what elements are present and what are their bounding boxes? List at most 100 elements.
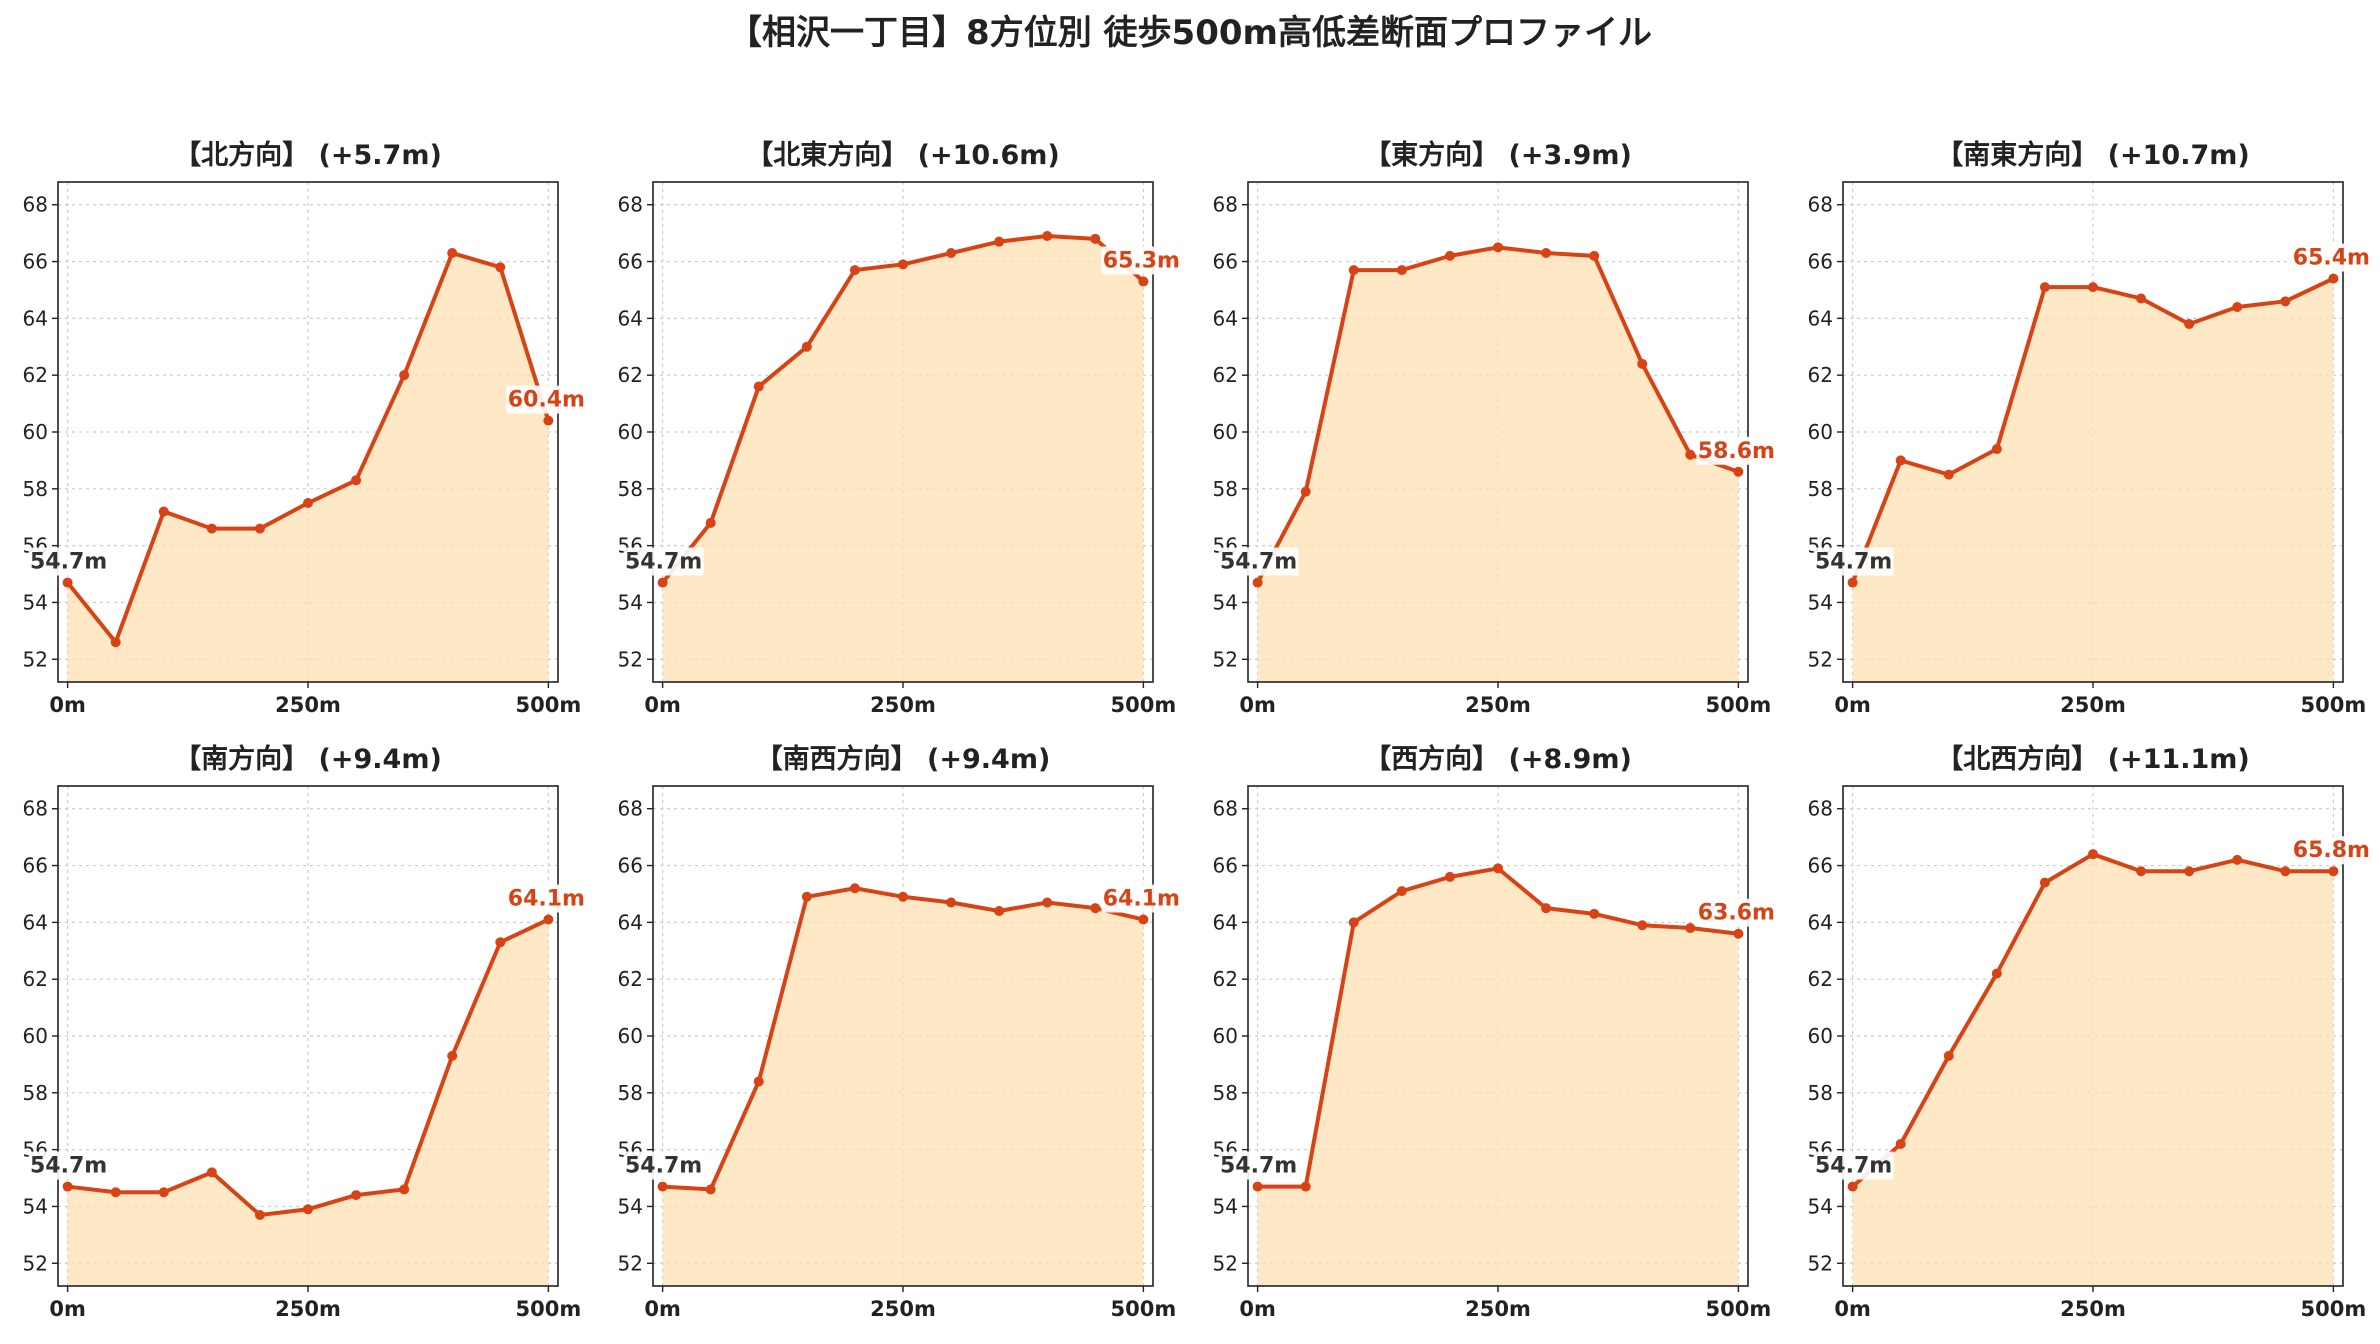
subplot-title: 【西方向】 (+8.9m) [1364,743,1632,775]
data-point [898,259,908,270]
area-fill [662,888,1144,1286]
start-elevation-label: 54.7m [1815,550,1892,575]
y-tick-label: 68 [618,193,643,217]
data-point [1733,466,1744,477]
data-point [1252,577,1263,588]
x-tick-label: 500m [1111,693,1177,717]
x-tick-label: 250m [870,693,936,717]
data-point [303,498,313,509]
data-point [1138,914,1149,925]
data-point [2184,866,2195,877]
y-tick-label: 52 [23,1251,48,1275]
y-tick-label: 54 [23,1194,48,1218]
data-point [110,1187,121,1198]
end-elevation-label: 65.4m [2293,246,2370,271]
area-fill [1257,868,1739,1286]
data-point [1042,897,1053,908]
subplot-title: 【南方向】 (+9.4m) [174,743,442,775]
data-point [495,937,506,948]
data-point [2280,296,2291,307]
data-point [1637,920,1648,931]
x-tick-label: 250m [275,693,341,717]
y-tick-label: 58 [1213,1081,1238,1105]
y-tick-label: 68 [23,797,48,821]
data-point [158,506,169,517]
x-tick-label: 0m [644,693,681,717]
y-tick-label: 58 [23,477,48,501]
data-point [206,1167,217,1178]
x-tick-label: 250m [1465,1297,1531,1321]
y-tick-label: 60 [1808,420,1833,444]
y-tick-label: 62 [23,967,48,991]
data-point [946,248,957,259]
data-point [849,265,860,276]
data-point [898,891,908,902]
end-label-bg [2291,243,2372,272]
y-tick-label: 60 [1213,420,1238,444]
y-tick-label: 68 [1808,193,1833,217]
y-tick-label: 52 [1213,647,1238,671]
y-tick-label: 64 [618,910,643,934]
y-tick-label: 60 [23,1024,48,1048]
data-point [399,1184,410,1195]
start-elevation-label: 54.7m [1220,1154,1297,1179]
data-point [2136,866,2147,877]
data-point [801,891,812,902]
end-elevation-label: 60.4m [508,388,585,413]
end-label-bg [1696,436,1777,465]
data-point [946,897,957,908]
start-label-bg [623,547,704,576]
y-tick-label: 60 [618,1024,643,1048]
end-elevation-label: 58.6m [1698,439,1775,464]
y-tick-label: 68 [1213,797,1238,821]
area-fill [1257,247,1739,682]
y-tick-label: 54 [1808,590,1833,614]
y-tick-label: 58 [23,1081,48,1105]
data-point [1493,863,1503,874]
x-tick-label: 500m [2301,693,2367,717]
y-tick-label: 64 [1213,910,1238,934]
data-point [1991,444,2002,455]
y-tick-label: 54 [618,590,643,614]
y-tick-label: 62 [618,967,643,991]
data-point [1589,908,1600,919]
data-point [1847,577,1858,588]
data-point [801,341,812,352]
data-point [1733,928,1744,939]
subplot-title: 【北東方向】 (+10.6m) [746,139,1059,171]
start-elevation-label: 54.7m [30,550,107,575]
y-tick-label: 66 [618,854,643,878]
start-label-bg [1813,547,1894,576]
y-tick-label: 66 [1213,250,1238,274]
data-point [849,883,860,894]
data-point [705,1184,716,1195]
end-label-bg [506,385,587,414]
start-label-bg [623,1151,704,1180]
data-point [705,517,716,528]
y-tick-label: 66 [23,250,48,274]
subplot-title: 【北西方向】 (+11.1m) [1936,743,2249,775]
y-tick-label: 52 [1213,1251,1238,1275]
x-tick-label: 500m [2301,1297,2367,1321]
x-tick-label: 250m [1465,693,1531,717]
data-point [1300,1181,1311,1192]
y-tick-label: 52 [1808,1251,1833,1275]
figure-title: 【相沢一丁目】8方位別 徒歩500m高低差断面プロファイル [728,13,1652,53]
y-tick-label: 66 [1213,854,1238,878]
data-point [1637,358,1648,369]
data-point [1685,449,1696,460]
x-tick-label: 500m [1706,693,1772,717]
y-tick-label: 60 [1213,1024,1238,1048]
x-tick-label: 500m [516,1297,582,1321]
area-fill [1852,854,2334,1286]
x-tick-label: 500m [1706,1297,1772,1321]
y-tick-label: 62 [1808,967,1833,991]
area-fill [662,235,1144,682]
